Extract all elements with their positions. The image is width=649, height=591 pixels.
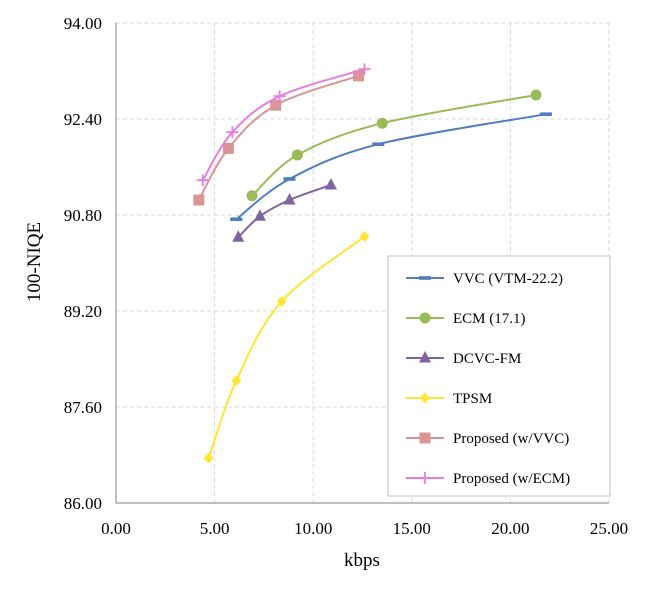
- series-line: [235, 113, 547, 220]
- series-2: [246, 89, 542, 202]
- data-point: [283, 193, 296, 205]
- data-point: [222, 142, 234, 154]
- data-point: [270, 99, 282, 111]
- data-point: [539, 112, 552, 116]
- y-tick-label: 92.40: [64, 110, 102, 129]
- x-tick-label: 5.00: [200, 519, 230, 538]
- data-point: [203, 452, 214, 464]
- data-point: [226, 126, 239, 139]
- series-line: [207, 235, 366, 459]
- x-tick-label: 10.00: [294, 519, 332, 538]
- x-tick-label: 0.00: [101, 519, 131, 538]
- series-4: [203, 231, 370, 464]
- series-line: [197, 74, 359, 201]
- data-point: [276, 295, 287, 307]
- x-tick-label: 20.00: [491, 519, 529, 538]
- legend-item: ECM (17.1): [406, 311, 526, 327]
- legend-box: [387, 255, 611, 497]
- legend-label: ECM (17.1): [453, 311, 526, 327]
- data-point: [358, 63, 371, 76]
- series-line: [201, 68, 365, 181]
- y-tick-label: 89.20: [64, 302, 102, 321]
- data-point: [291, 149, 303, 161]
- legend-label: Proposed (w/ECM): [453, 471, 570, 487]
- data-point: [372, 142, 385, 146]
- legend-marker: [419, 432, 431, 444]
- x-tick-label: 15.00: [393, 519, 431, 538]
- legend-marker: [419, 472, 431, 484]
- data-point: [376, 117, 388, 129]
- y-tick-label: 87.60: [64, 398, 102, 417]
- y-tick-label: 86.00: [64, 494, 102, 513]
- data-point: [359, 231, 370, 243]
- legend-label: TPSM: [453, 391, 492, 407]
- legend-marker: [419, 312, 431, 324]
- series-line: [251, 94, 537, 197]
- series-3: [232, 178, 337, 242]
- x-tick-label: 25.00: [590, 519, 628, 538]
- axes: 86.00 87.60 89.20 90.80 92.40 94.00 0.00 5.00 10…: [64, 14, 628, 538]
- data-point: [253, 209, 266, 221]
- data-point: [232, 230, 245, 242]
- legend-item: TPSM: [406, 391, 492, 407]
- data-point: [273, 90, 286, 103]
- legend-item: Proposed (w/VVC): [406, 431, 569, 447]
- data-point: [283, 177, 296, 181]
- plot-series: [193, 63, 552, 464]
- legend-label: VVC (VTM-22.2): [453, 271, 563, 287]
- y-axis-title: 100-NIQE: [24, 222, 45, 302]
- legend-marker: [419, 351, 431, 363]
- legend-marker: [420, 392, 430, 404]
- series-1: [230, 112, 552, 221]
- legend-item: DCVC-FM: [406, 351, 521, 367]
- x-axis-title: kbps: [344, 550, 380, 571]
- data-point: [231, 375, 242, 387]
- series-line: [237, 184, 332, 238]
- data-point: [530, 89, 542, 101]
- data-point: [193, 194, 205, 206]
- data-point: [196, 174, 209, 187]
- legend: VVC (VTM-22.2) ECM (17.1) DCVC-FM TPSM Propo…: [387, 255, 611, 497]
- series-5: [193, 70, 365, 206]
- legend-item: VVC (VTM-22.2): [406, 271, 563, 287]
- series-6: [196, 63, 371, 187]
- legend-item: Proposed (w/ECM): [406, 471, 570, 487]
- y-tick-label: 94.00: [64, 14, 102, 33]
- data-point: [230, 217, 243, 221]
- legend-label: Proposed (w/VVC): [453, 431, 569, 447]
- data-point: [324, 178, 337, 190]
- data-point: [353, 70, 365, 82]
- legend-marker: [419, 276, 431, 280]
- legend-label: DCVC-FM: [453, 351, 521, 367]
- data-point: [246, 190, 258, 202]
- y-tick-label: 90.80: [64, 206, 102, 225]
